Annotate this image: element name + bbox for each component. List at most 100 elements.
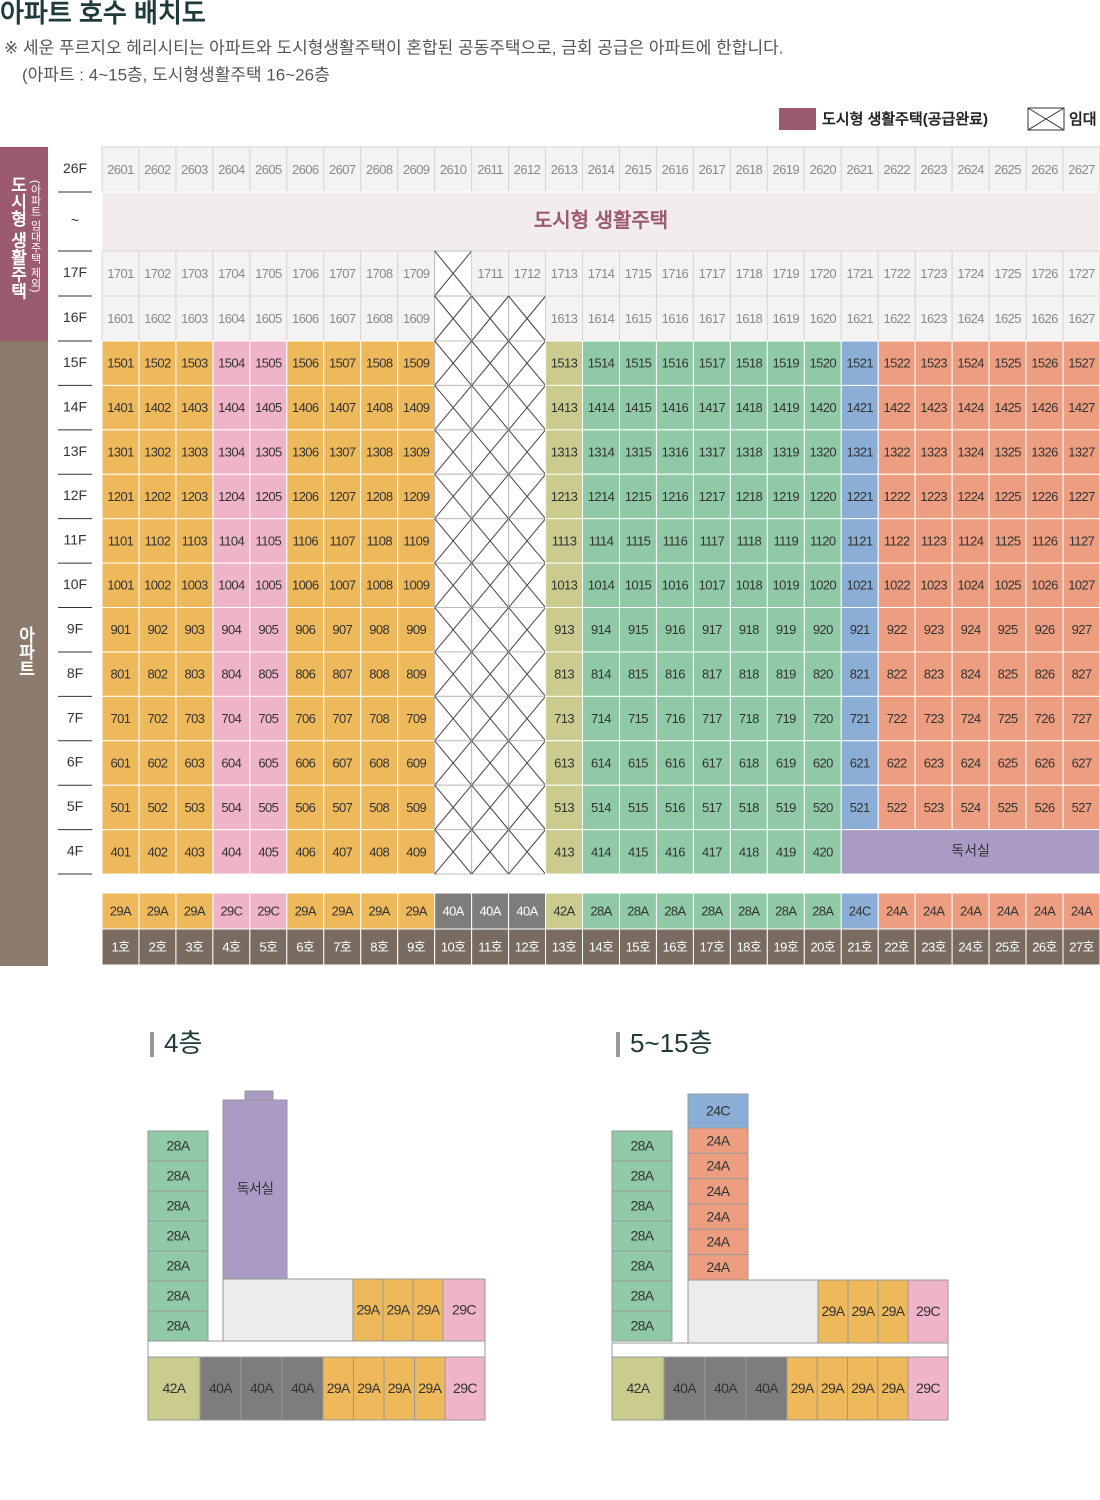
rental-cross: [471, 473, 509, 519]
rental-cross: [434, 829, 473, 875]
unit-number: 405: [258, 844, 278, 859]
unit-cell: [212, 340, 251, 386]
unit-cell: [249, 429, 288, 475]
unit-number: 502: [147, 800, 167, 815]
unit-number: 527: [1072, 800, 1092, 815]
unit-cell: [1062, 340, 1100, 386]
unit-cell: [1025, 784, 1064, 831]
line-label: 26호: [1032, 939, 1057, 954]
unit-number: 1609: [403, 311, 430, 326]
unit-number: 901: [111, 622, 131, 637]
floor-plans: 4층 28A 28A 28A 28A 28A 28A 28A 독서실 29A 29A 29A 29C 42…: [147, 1028, 949, 1421]
unit-number: 820: [813, 667, 833, 682]
plan-unit-label: 29A: [851, 1303, 875, 1319]
unit-number: 1019: [773, 578, 800, 593]
rental-cross: [434, 518, 473, 564]
corridor: [611, 1342, 949, 1358]
unit-number: 1717: [699, 266, 726, 281]
line-label: 7호: [333, 939, 352, 954]
unit-cell: [360, 695, 399, 742]
rental-cross: [508, 295, 546, 342]
unit-cell: [729, 429, 768, 475]
unit-number: 1203: [181, 489, 208, 504]
unit-number: 518: [739, 800, 759, 815]
unit-cell: [212, 250, 251, 297]
unit-number: 2627: [1068, 162, 1095, 177]
type-label: 24A: [997, 903, 1019, 918]
unit-number: 1725: [994, 266, 1021, 281]
plan-unit-label: 29A: [881, 1380, 905, 1396]
unit-cell: [803, 340, 842, 386]
unit-cell: [101, 829, 140, 875]
unit-number: 414: [591, 844, 611, 859]
unit-number: 1408: [366, 400, 393, 415]
unit-cell: [766, 784, 805, 831]
unit-cell: [397, 518, 436, 564]
unit-cell: [323, 740, 362, 786]
unit-cell: [508, 250, 547, 297]
unit-number: 1226: [1031, 489, 1058, 504]
unit-number: 717: [702, 711, 722, 726]
unit-number: 1708: [366, 266, 393, 281]
unit-number: 806: [295, 667, 315, 682]
unit-number: 1307: [329, 444, 356, 459]
unit-number: 1614: [588, 311, 615, 326]
floor-label: 13F: [63, 443, 87, 459]
unit-number: 2608: [366, 162, 393, 177]
plan-unit-label: 28A: [630, 1228, 654, 1244]
unit-number: 1423: [920, 400, 947, 415]
unit-cell: [1025, 651, 1064, 697]
unit-cell: [249, 250, 288, 297]
unit-cell: [766, 429, 805, 475]
plan-unit-label: 29A: [388, 1380, 412, 1396]
unit-number: 1121: [847, 533, 873, 548]
unit-number: 626: [1035, 755, 1055, 770]
unit-number: 616: [665, 755, 685, 770]
type-label: 29A: [369, 903, 391, 918]
unit-number: 1015: [625, 578, 652, 593]
unit-cell: [655, 740, 694, 786]
unit-number: 1419: [773, 400, 800, 415]
type-label: 28A: [590, 903, 612, 918]
unit-number: 1315: [625, 444, 652, 459]
type-cell: [323, 892, 362, 930]
type-cell: [249, 892, 288, 930]
unit-number: 1514: [588, 356, 615, 371]
line-label: 23호: [921, 939, 946, 954]
unit-number: 1719: [773, 266, 800, 281]
plan-unit-label: 24A: [706, 1208, 730, 1224]
legend: 도시형 생활주택(공급완료) 임대: [779, 107, 1097, 131]
unit-number: 1026: [1031, 578, 1058, 593]
type-label: 24A: [1071, 903, 1093, 918]
unit-cell: [212, 740, 251, 786]
plan-title: 4층: [164, 1028, 202, 1058]
unit-number: 601: [111, 755, 131, 770]
unit-number: 1102: [145, 533, 171, 548]
unit-number: 1021: [846, 578, 873, 593]
unit-cell: [766, 250, 805, 297]
type-label: 28A: [701, 903, 723, 918]
unit-cell: [951, 562, 990, 609]
unit-number: 1709: [403, 266, 430, 281]
plan-unit-label: 29A: [851, 1380, 875, 1396]
legend-label: 임대: [1069, 111, 1097, 128]
plan-unit-label: 29A: [821, 1380, 845, 1396]
unit-number: 906: [295, 622, 315, 637]
unit-cell: [1062, 518, 1100, 564]
unit-number: 1606: [292, 311, 319, 326]
legend-label: 도시형 생활주택(공급완료): [822, 110, 988, 128]
line-cell: [692, 928, 731, 966]
unit-cell: [360, 784, 399, 831]
unit-number: 627: [1072, 755, 1092, 770]
unit-number: 407: [332, 844, 352, 859]
line-label: 2호: [148, 939, 167, 954]
unit-cell: [138, 740, 177, 786]
unit-cell: [766, 518, 805, 564]
unit-number: 817: [702, 667, 722, 682]
unit-cell: [397, 829, 436, 875]
unit-cell: [877, 562, 916, 609]
unit-number: 1518: [736, 356, 763, 371]
unit-number: 1325: [994, 444, 1021, 459]
unit-number: 1627: [1068, 311, 1095, 326]
unit-number: 1401: [107, 400, 134, 415]
